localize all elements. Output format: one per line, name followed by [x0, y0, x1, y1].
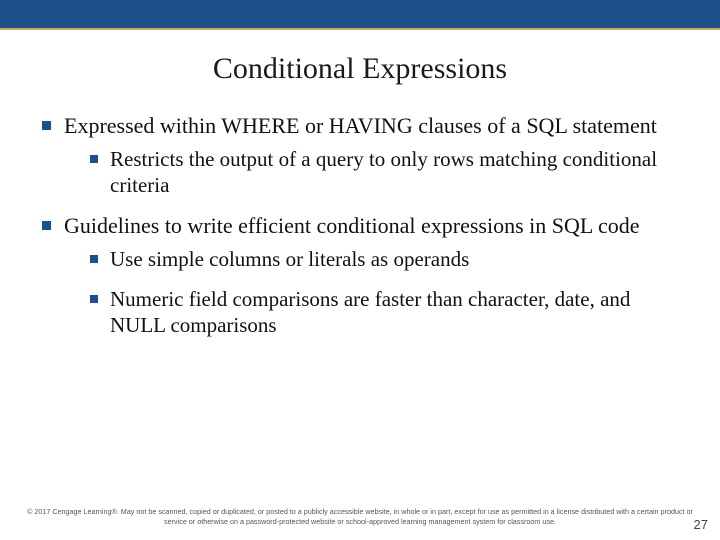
list-item: Numeric field comparisons are faster tha… [90, 286, 684, 339]
bullet-list-level2: Restricts the output of a query to only … [64, 146, 684, 199]
slide-title: Conditional Expressions [0, 52, 720, 86]
list-item: Expressed within WHERE or HAVING clauses… [42, 112, 684, 198]
list-item: Guidelines to write efficient conditiona… [42, 212, 684, 338]
list-item: Restricts the output of a query to only … [90, 146, 684, 199]
accent-line [0, 28, 720, 30]
bullet-text: Guidelines to write efficient conditiona… [64, 213, 640, 238]
bullet-text: Use simple columns or literals as operan… [110, 247, 469, 271]
page-number: 27 [694, 517, 708, 532]
slide-body: Expressed within WHERE or HAVING clauses… [0, 112, 720, 338]
bullet-list-level2: Use simple columns or literals as operan… [64, 246, 684, 339]
bullet-list-level1: Expressed within WHERE or HAVING clauses… [42, 112, 684, 338]
copyright-footer: © 2017 Cengage Learning®. May not be sca… [0, 507, 720, 526]
header-bar [0, 0, 720, 28]
bullet-text: Restricts the output of a query to only … [110, 147, 657, 197]
list-item: Use simple columns or literals as operan… [90, 246, 684, 272]
bullet-text: Expressed within WHERE or HAVING clauses… [64, 113, 657, 138]
bullet-text: Numeric field comparisons are faster tha… [110, 287, 630, 337]
